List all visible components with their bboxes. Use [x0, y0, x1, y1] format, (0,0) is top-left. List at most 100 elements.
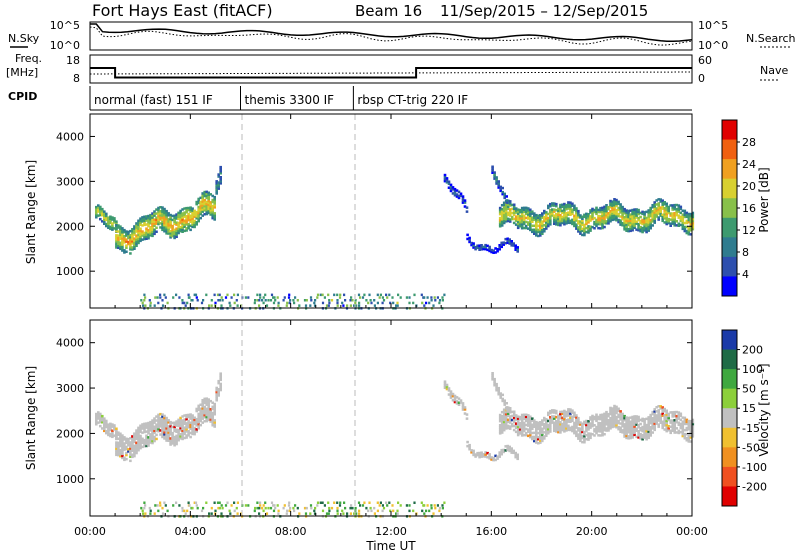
power-cell	[665, 216, 668, 220]
power-cell	[211, 198, 214, 202]
velocity-cell	[353, 512, 356, 515]
velocity-cell	[545, 420, 548, 423]
power-cell	[653, 211, 656, 214]
power-cell	[631, 216, 634, 220]
power-cell	[623, 218, 626, 221]
velocity-cell	[645, 417, 648, 421]
velocity-cell	[133, 450, 136, 454]
power-cell	[516, 226, 520, 230]
power-cell	[679, 219, 683, 223]
velocity-cell	[343, 501, 346, 504]
power-cell	[543, 215, 546, 219]
velocity-cell	[167, 431, 170, 434]
velocity-cell	[691, 420, 695, 424]
power-cell	[185, 217, 188, 220]
power-cell	[165, 209, 168, 213]
velocity-cell	[579, 421, 582, 424]
velocity-cell	[125, 439, 128, 442]
velocity-cell	[115, 443, 118, 446]
velocity-cell	[571, 427, 574, 431]
power-cell	[256, 299, 259, 302]
velocity-cell	[661, 406, 664, 409]
power-cell	[671, 206, 674, 209]
power-cell	[607, 212, 610, 215]
velocity-cell	[565, 425, 568, 428]
velocity-cell	[501, 399, 504, 403]
power-cell	[645, 224, 648, 228]
velocity-cell	[256, 506, 259, 510]
power-cell	[105, 212, 108, 216]
power-cell	[115, 222, 118, 225]
velocity-cell	[609, 423, 612, 426]
velocity-cell	[498, 413, 502, 417]
velocity-cell	[135, 443, 138, 447]
power-cell	[97, 214, 100, 217]
velocity-cell	[119, 450, 122, 454]
velocity-cell	[597, 421, 600, 425]
power-cell	[258, 299, 261, 302]
velocity-cell	[583, 436, 586, 440]
power-cell	[619, 209, 622, 212]
power-cell	[333, 293, 336, 297]
velocity-cell	[219, 374, 222, 377]
power-cell	[529, 224, 532, 228]
power-cell	[520, 212, 524, 216]
velocity-cell	[597, 428, 600, 431]
velocity-cell	[163, 416, 166, 420]
velocity-cell	[663, 407, 666, 411]
velocity-cell	[681, 428, 685, 432]
velocity-cell	[159, 423, 162, 426]
velocity-cell	[165, 431, 168, 434]
velocity-cell	[637, 415, 640, 419]
power-cell	[288, 293, 291, 297]
velocity-cell	[533, 439, 536, 443]
velocity-cell	[465, 417, 469, 420]
velocity-cell	[109, 432, 112, 436]
velocity-cell	[101, 421, 104, 424]
power-cell	[649, 225, 652, 228]
velocity-cell	[555, 428, 558, 431]
power-cell	[107, 216, 110, 219]
power-cell	[201, 192, 204, 195]
velocity-cell	[183, 509, 186, 513]
power-cell	[621, 205, 624, 209]
x-tick-label: 00:00	[74, 525, 106, 538]
power-cell	[667, 217, 670, 221]
power-cell	[221, 299, 224, 302]
velocity-cell	[512, 418, 516, 422]
velocity-cell	[367, 509, 370, 513]
power-cell	[195, 213, 198, 216]
power-cell	[342, 304, 345, 307]
velocity-cell	[561, 426, 564, 430]
power-cell	[607, 207, 610, 211]
power-cell	[512, 221, 516, 225]
power-cell	[107, 218, 110, 221]
power-cell	[573, 208, 576, 212]
power-cell	[555, 204, 558, 208]
nave-tick-bottom: 0	[698, 72, 705, 85]
velocity-cell	[95, 418, 98, 422]
velocity-cell	[663, 420, 666, 423]
power-cell	[575, 227, 578, 230]
velocity-cell	[655, 414, 658, 417]
power-cell	[111, 218, 114, 221]
power-cell	[309, 304, 312, 307]
velocity-cell	[131, 449, 134, 452]
power-cell	[647, 209, 650, 212]
power-cell	[629, 221, 632, 224]
power-cell	[203, 202, 206, 206]
power-cell	[141, 301, 144, 305]
power-scatter	[95, 165, 695, 310]
velocity-cell	[145, 430, 148, 433]
velocity-cell	[508, 415, 512, 418]
velocity-cell	[163, 422, 166, 426]
power-cell	[533, 224, 536, 227]
power-cell	[191, 211, 194, 214]
power-cell	[539, 214, 542, 217]
velocity-cell	[107, 427, 110, 430]
velocity-cell	[504, 412, 508, 416]
power-cell	[207, 197, 210, 201]
velocity-cell	[500, 425, 504, 428]
velocity-cell	[164, 504, 167, 507]
